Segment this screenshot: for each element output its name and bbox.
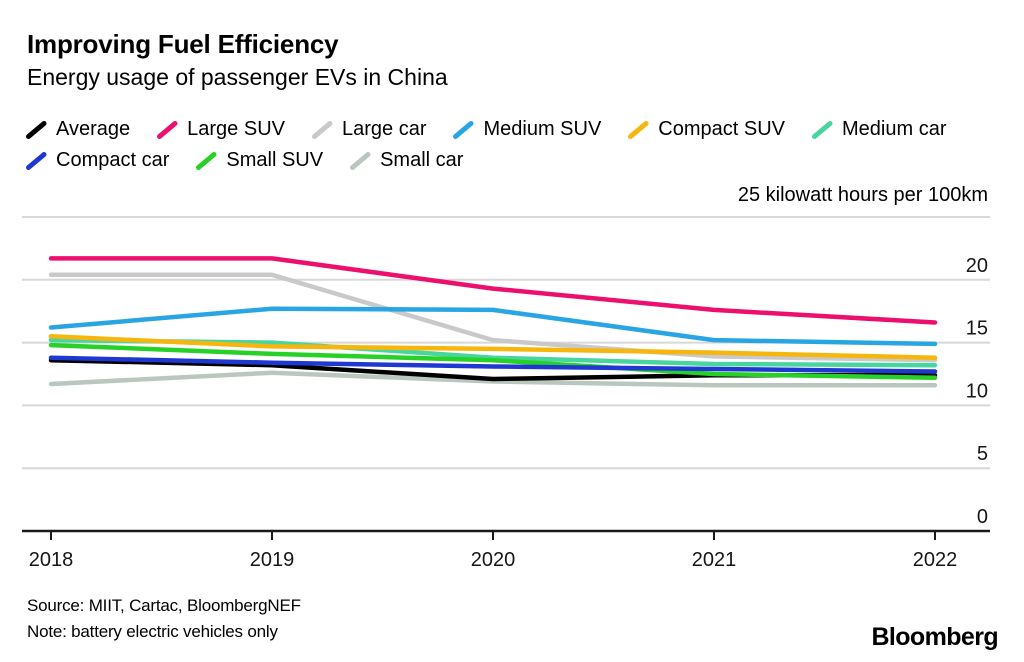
y-tick-label-20: 20 [966,255,988,277]
legend-item-small-car: Small car [349,149,463,172]
legend-label: Large SUV [187,118,285,140]
legend-swatch-compact-car-icon [26,151,47,170]
y-axis-unit-label: 25 kilowatt hours per 100km [737,184,988,206]
series-line-small-car [48,370,938,388]
legend-swatch-compact-suv-icon [628,120,649,139]
y-tick-label-10: 10 [966,380,988,402]
legend-swatch-medium-suv-icon [453,120,474,139]
x-tick-label-2021: 2021 [692,549,737,571]
legend-label: Small car [380,149,464,171]
legend-swatch-large-car-icon [311,120,333,139]
legend-item-large-suv: Large SUV [156,118,285,141]
source-text: Source: MIIT, Cartac, BloombergNEF [27,596,301,615]
legend-item-large-car: Large car [311,118,427,141]
legend-swatch-average-icon [26,120,47,139]
legend-row-1: Average Large SUV Large car Medium SUV Compa… [25,114,947,145]
legend-item-medium-car: Medium car [811,118,947,141]
note-text: Note: battery electric vehicles only [27,622,278,641]
x-tick-label-2020: 2020 [471,549,516,571]
series-line-medium-suv [48,306,938,347]
legend-label: Average [56,118,131,140]
legend-label: Compact SUV [658,118,786,140]
x-tick-label-2019: 2019 [250,549,295,571]
y-tick-label-5: 5 [977,443,988,465]
legend-swatch-small-suv-icon [196,151,217,170]
legend-label: Medium car [842,118,947,140]
x-tick-label-2018: 2018 [29,549,74,571]
legend-swatch-medium-car-icon [812,120,833,139]
legend: Average Large SUV Large car Medium SUV Compa… [25,114,947,176]
series-line-compact-car [48,355,938,374]
legend-item-average: Average [25,118,130,141]
chart-header: Improving Fuel Efficiency Energy usage o… [27,29,448,91]
series-line-small-suv [48,342,938,381]
legend-item-medium-suv: Medium SUV [452,118,601,141]
legend-label: Small SUV [226,149,324,171]
chart-footer: Source: MIIT, Cartac, BloombergNEF Note:… [27,593,301,645]
legend-label: Compact car [56,149,170,171]
series-line-compact-suv [48,334,938,360]
chart-subtitle: Energy usage of passenger EVs in China [27,63,448,90]
series-line-large-car [48,272,938,363]
legend-item-compact-suv: Compact SUV [627,118,785,141]
x-tick-label-2022: 2022 [913,549,958,571]
legend-label: Large car [341,118,427,140]
bloomberg-logo: Bloomberg [871,623,998,651]
legend-swatch-small-car-icon [350,151,371,170]
legend-item-compact-car: Compact car [25,149,169,172]
legend-row-2: Compact car Small SUV Small car [25,145,947,176]
chart-title: Improving Fuel Efficiency [27,29,339,59]
y-tick-label-15: 15 [966,318,988,340]
legend-swatch-large-suv-icon [157,120,178,139]
legend-item-small-suv: Small SUV [195,149,323,172]
y-tick-label-0: 0 [977,506,988,528]
series-line-large-suv [48,256,938,325]
legend-label: Medium SUV [483,118,602,140]
